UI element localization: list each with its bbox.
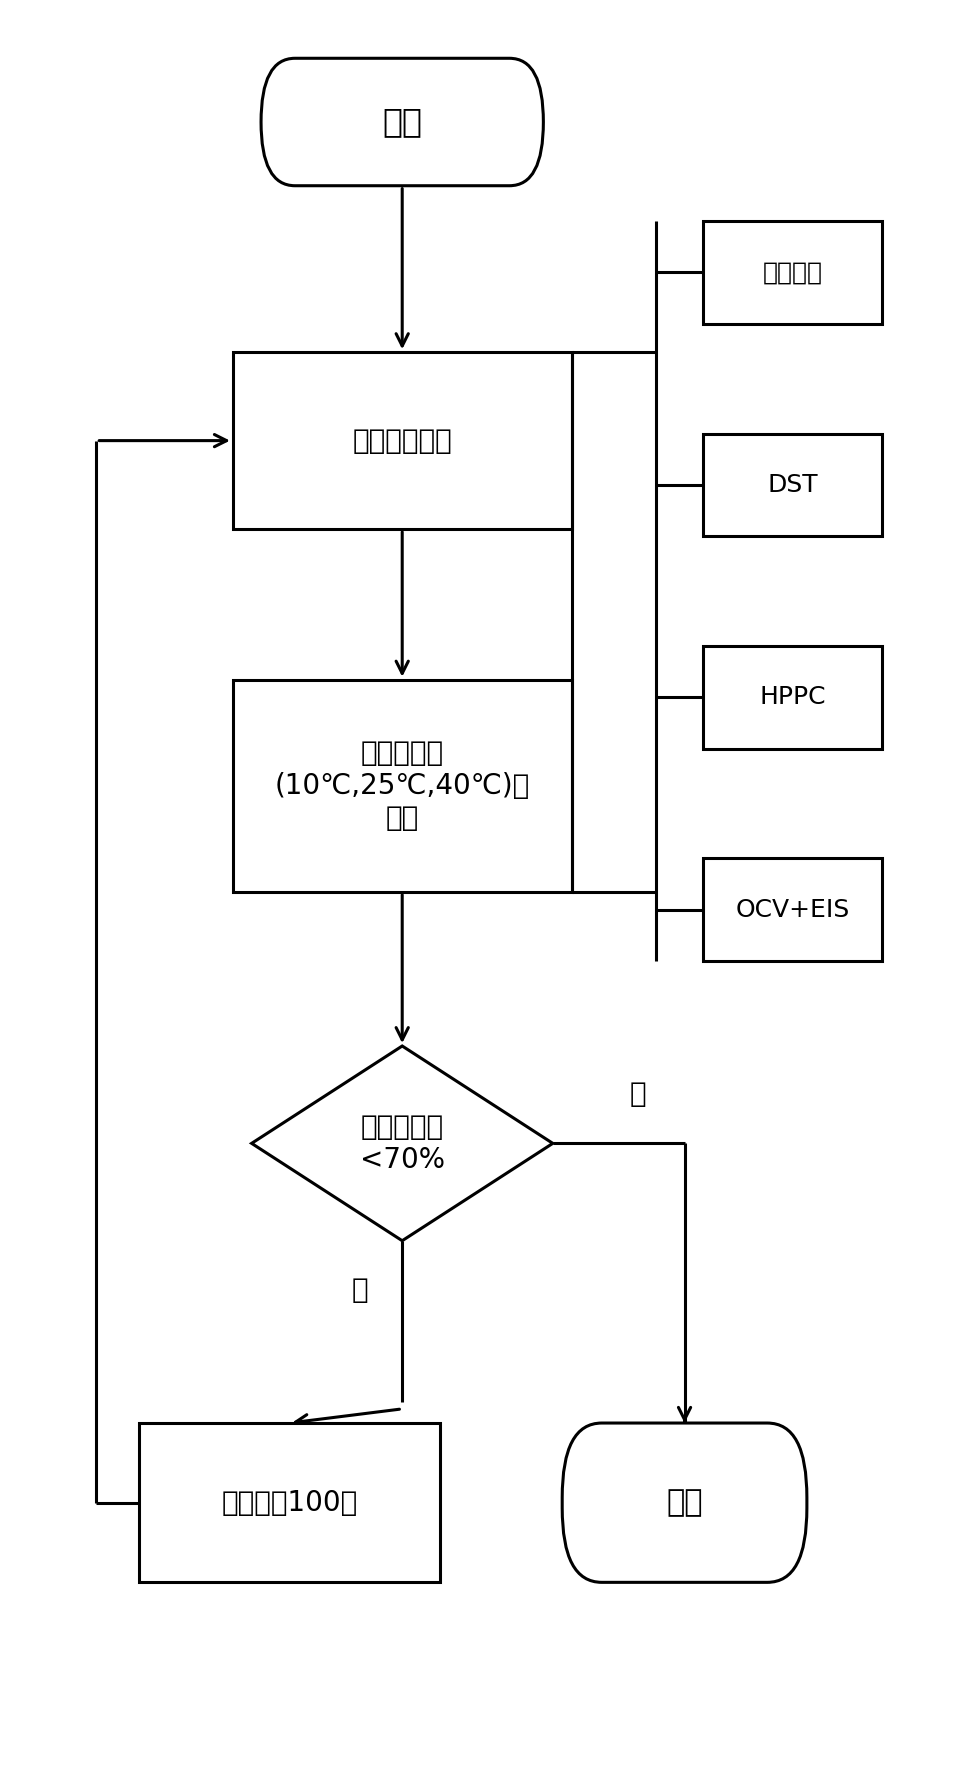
- Polygon shape: [251, 1045, 553, 1240]
- Text: HPPC: HPPC: [759, 685, 826, 710]
- Text: 是: 是: [629, 1079, 646, 1108]
- Bar: [704, 858, 882, 962]
- Bar: [704, 221, 882, 323]
- Text: 在不同温度
(10℃,25℃,40℃)下
重复: 在不同温度 (10℃,25℃,40℃)下 重复: [275, 739, 530, 831]
- Text: 容量保持率
<70%: 容量保持率 <70%: [360, 1113, 445, 1174]
- FancyBboxPatch shape: [562, 1424, 807, 1582]
- Text: 开始: 开始: [382, 105, 422, 139]
- Text: 否: 否: [351, 1276, 369, 1304]
- Bar: [704, 646, 882, 749]
- Text: 结束: 结束: [667, 1488, 703, 1516]
- Bar: [138, 1424, 440, 1582]
- Bar: [233, 351, 572, 530]
- Text: 电池特性测试: 电池特性测试: [352, 426, 452, 455]
- Text: DST: DST: [768, 473, 818, 498]
- FancyBboxPatch shape: [261, 59, 543, 186]
- Bar: [233, 680, 572, 892]
- Text: 老化循环100次: 老化循环100次: [222, 1488, 357, 1516]
- Text: OCV+EIS: OCV+EIS: [735, 897, 850, 922]
- Bar: [704, 434, 882, 537]
- Text: 容量测试: 容量测试: [763, 260, 823, 284]
